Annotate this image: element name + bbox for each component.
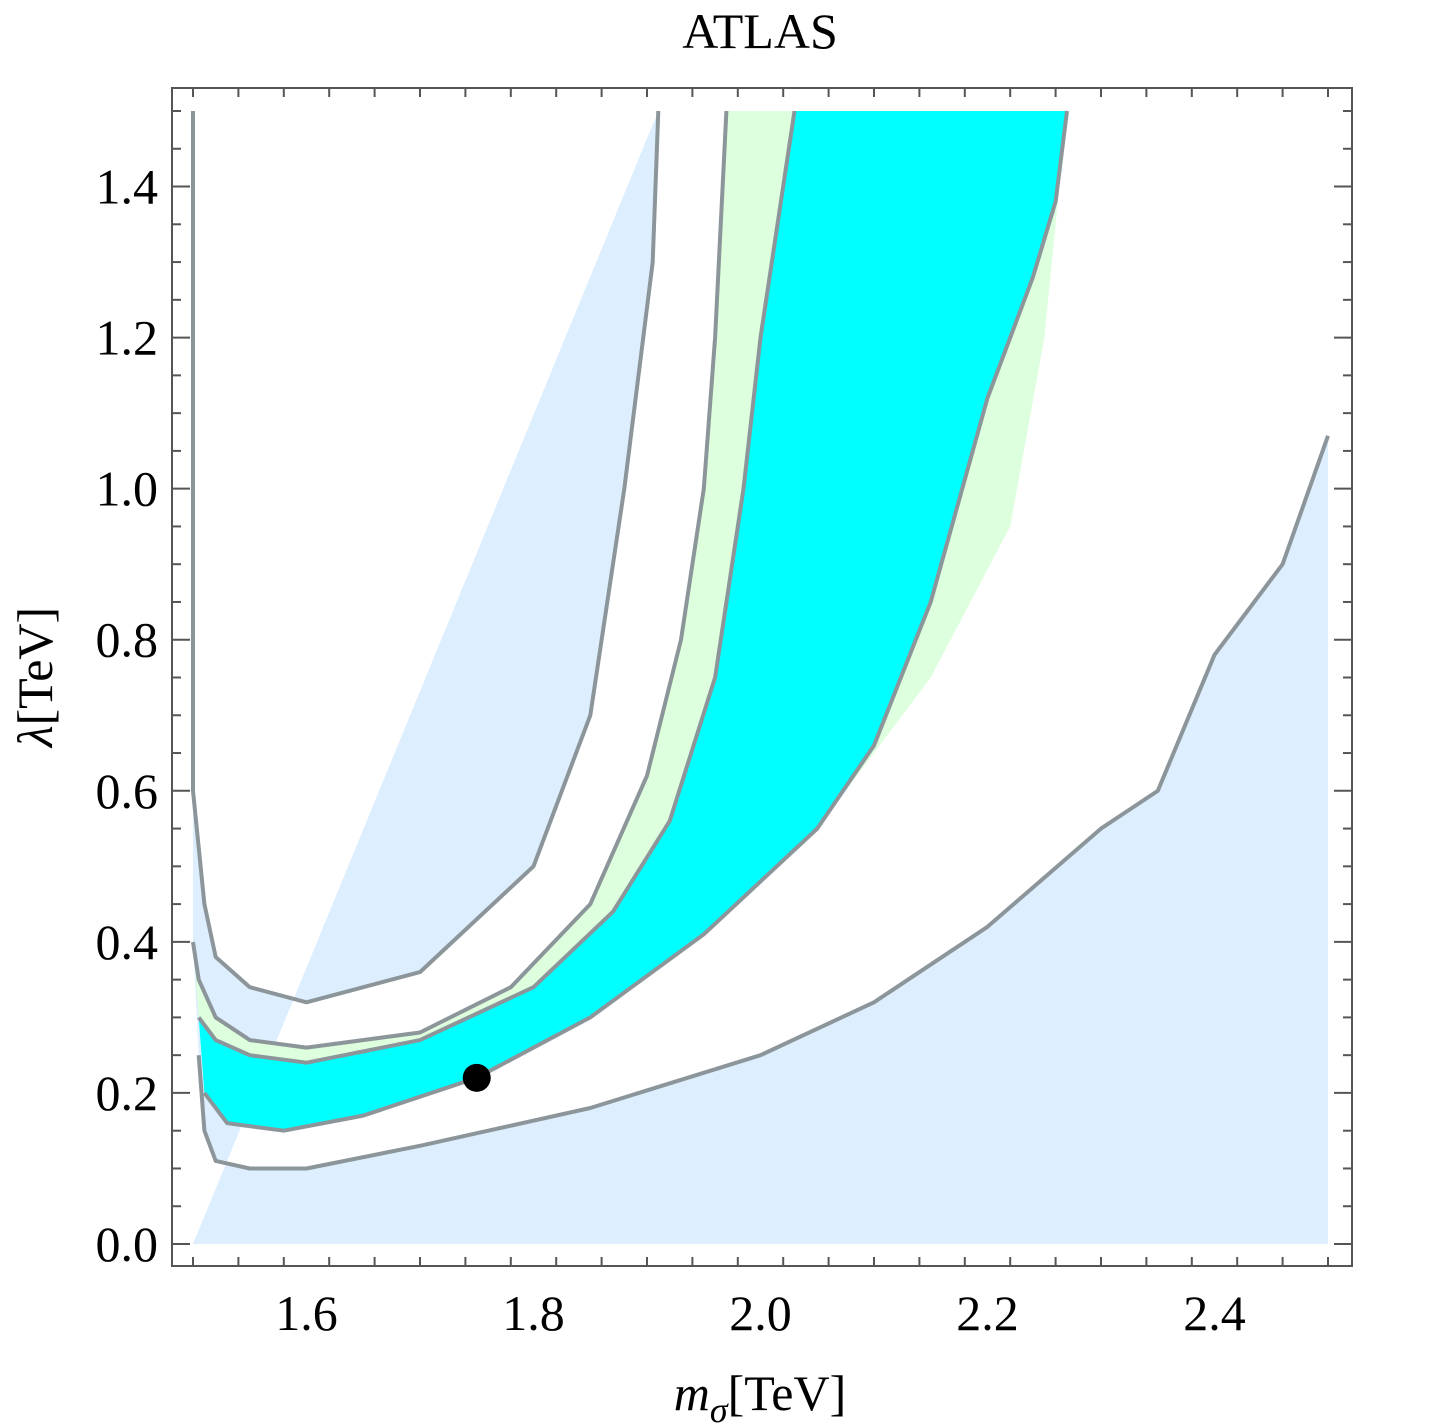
x-tick-label: 1.8 xyxy=(502,1285,565,1341)
x-axis-subscript: σ xyxy=(710,1390,729,1424)
y-tick-labels: 0.0 0.2 0.4 0.6 0.8 1.0 1.2 1.4 xyxy=(96,159,159,1272)
contour-lines xyxy=(191,110,1330,1171)
band-regions xyxy=(193,111,1328,1244)
y-tick-label: 0.2 xyxy=(96,1065,159,1121)
x-tick-label: 2.2 xyxy=(956,1285,1019,1341)
y-axis-symbol: λ xyxy=(7,726,63,750)
x-tick-labels: 1.6 1.8 2.0 2.2 2.4 xyxy=(275,1285,1246,1341)
x-axis-unit: [TeV] xyxy=(728,1365,847,1421)
y-tick-label: 0.8 xyxy=(96,612,159,668)
y-tick-label: 1.2 xyxy=(96,310,159,366)
best-fit-point-marker xyxy=(462,1063,491,1092)
chart-title: ATLAS xyxy=(682,3,838,59)
x-tick-label: 1.6 xyxy=(275,1285,338,1341)
contour-line-1 xyxy=(191,110,661,1005)
y-axis-label: λ[TeV] xyxy=(7,607,63,749)
y-tick-label: 0.6 xyxy=(96,763,159,819)
y-tick-label: 1.4 xyxy=(96,159,159,215)
axis-ticks xyxy=(172,88,1352,1266)
contour-line-2 xyxy=(191,110,729,1050)
x-tick-label: 2.0 xyxy=(729,1285,792,1341)
y-tick-label: 1.0 xyxy=(96,461,159,517)
contour-line-3 xyxy=(197,110,797,1065)
x-tick-label: 2.4 xyxy=(1183,1285,1246,1341)
y-tick-label: 0.4 xyxy=(96,914,159,970)
y-axis-unit: [TeV] xyxy=(7,607,63,726)
contour-line-5 xyxy=(196,435,1330,1171)
x-axis-label: mσ[TeV] xyxy=(674,1365,847,1424)
region-outer-band xyxy=(193,111,1328,1244)
y-tick-label: 0.0 xyxy=(96,1216,159,1272)
region-inner-band xyxy=(198,111,1067,1131)
contour-line-4 xyxy=(202,110,1069,1133)
x-axis-symbol: m xyxy=(674,1365,710,1421)
